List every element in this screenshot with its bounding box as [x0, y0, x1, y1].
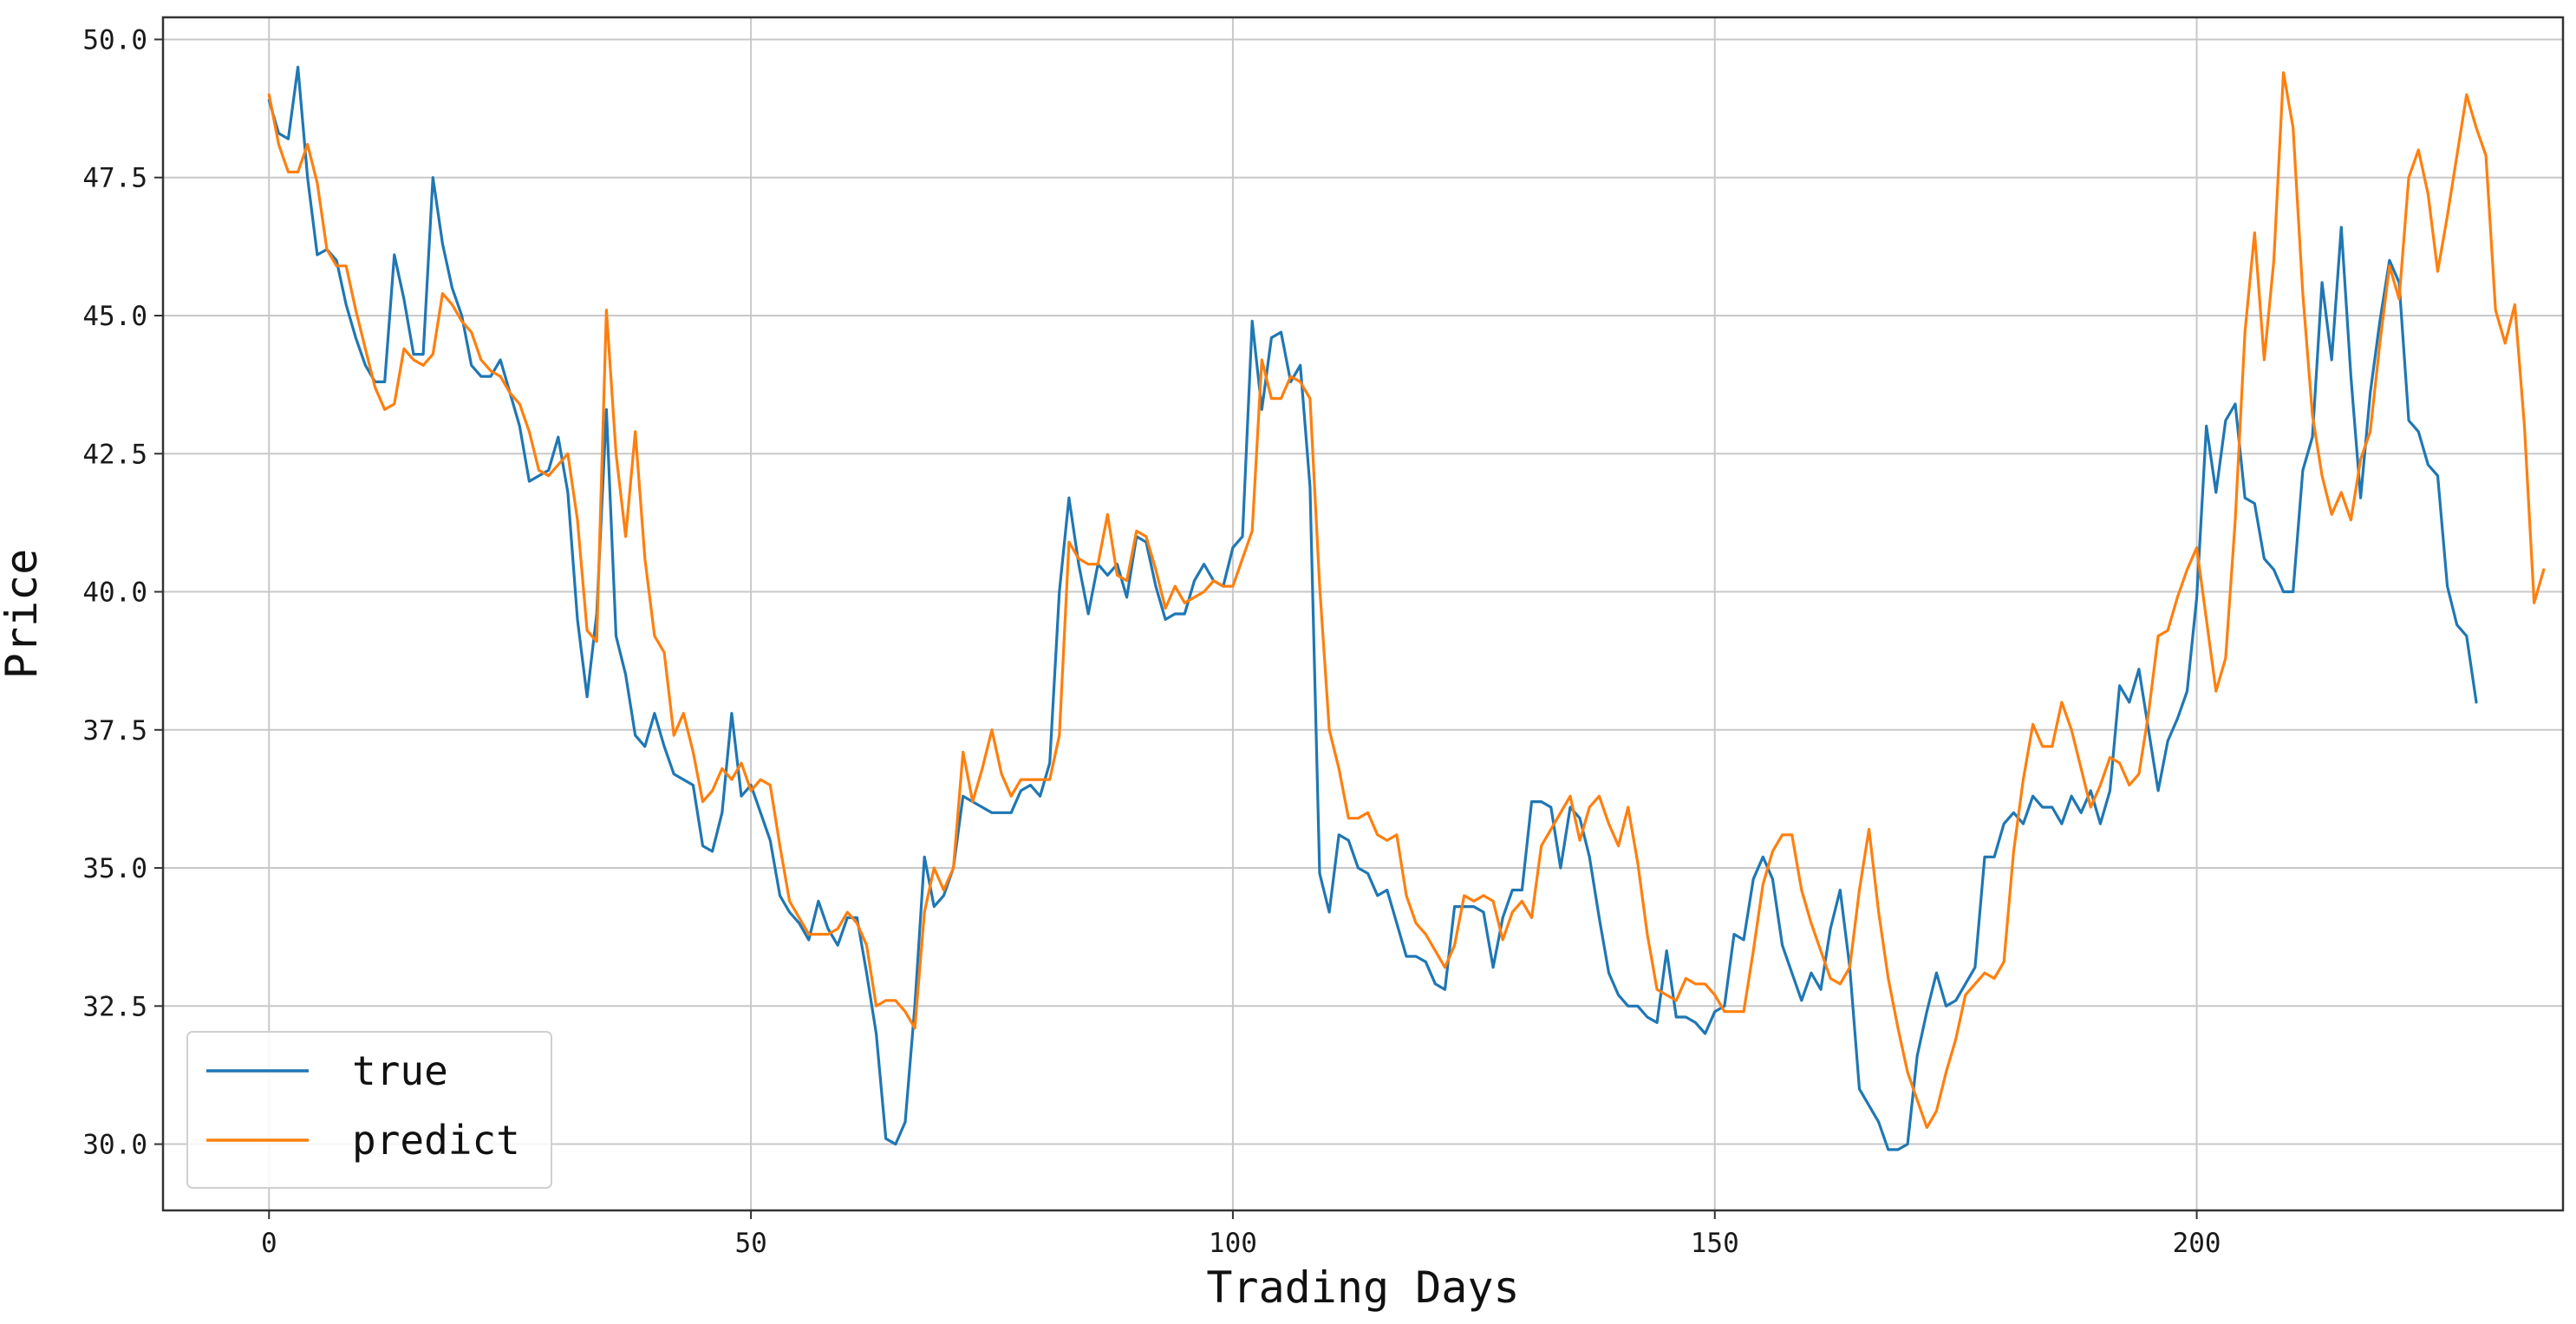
y-tick-label: 32.5 [82, 991, 147, 1022]
plot-frame [161, 16, 2565, 1212]
x-tick-label: 50 [734, 1228, 766, 1259]
legend: true predict [186, 1031, 552, 1189]
y-tick-label: 50.0 [82, 24, 147, 55]
y-axis-label: Price [0, 549, 47, 680]
x-tick-label: 0 [261, 1228, 277, 1259]
series-line-true [267, 65, 2478, 1151]
y-tick-label: 40.0 [82, 577, 147, 609]
x-tick-label: 200 [2173, 1228, 2221, 1259]
y-tick-label: 47.5 [82, 163, 147, 194]
legend-label-predict: predict [352, 1117, 520, 1164]
y-tick-label: 30.0 [82, 1130, 147, 1161]
x-tick-label: 150 [1691, 1228, 1739, 1259]
series-lines [267, 65, 2546, 1151]
series-line-predict [267, 71, 2546, 1130]
y-tick-label: 45.0 [82, 301, 147, 332]
y-tick-label: 35.0 [82, 853, 147, 884]
x-axis-label: Trading Days [1206, 1262, 1519, 1313]
y-tick-label: 42.5 [82, 439, 147, 470]
y-tick-label: 37.5 [82, 715, 147, 747]
x-tick-label: 100 [1209, 1228, 1257, 1259]
legend-label-true: true [352, 1047, 448, 1094]
grid [163, 17, 2563, 1210]
axis-ticks: 0 50 100 150 200 30.0 32.5 35.0 37.5 40.0 42.5 45.0… [82, 24, 2221, 1259]
